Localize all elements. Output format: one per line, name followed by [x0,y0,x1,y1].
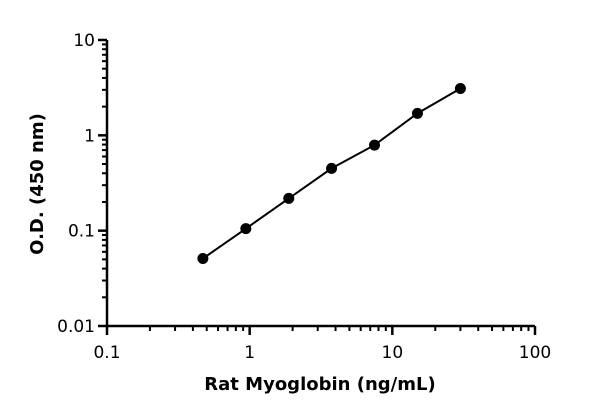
y-tick-label: 1 [84,126,95,146]
x-tick-label: 1 [244,343,255,363]
y-tick-label: 0.1 [68,222,95,242]
data-points [197,82,466,265]
x-axis-title: Rat Myoglobin (ng/mL) [204,374,435,395]
data-point [283,192,295,204]
x-tick-label: 100 [519,343,551,363]
y-tick-label: 0.01 [57,317,95,337]
data-point [369,139,381,151]
y-axis-title: O.D. (450 nm) [27,113,48,255]
data-point [197,253,209,265]
x-tick-label: 0.1 [93,343,120,363]
data-point [240,223,252,235]
data-point [454,82,466,94]
data-point [411,107,423,119]
data-point [326,162,338,174]
axes [105,40,535,328]
ticks: 0.1 1 10 100 0.01 0.1 1 10 [57,31,551,363]
x-tick-label: 10 [382,343,404,363]
y-tick-label: 10 [73,31,95,51]
